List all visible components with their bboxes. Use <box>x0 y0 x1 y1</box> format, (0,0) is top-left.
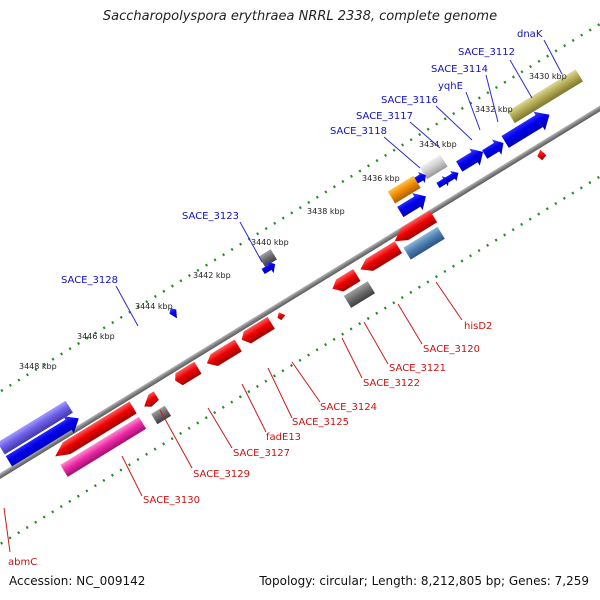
gene-label-sace3117[interactable]: SACE_3117 <box>356 111 413 122</box>
leader-line <box>543 39 563 75</box>
tick-label: 3440 kbp <box>251 238 289 247</box>
map-title: Saccharopolyspora erythraea NRRL 2338, c… <box>102 9 498 24</box>
gene-sace3119b-feature[interactable] <box>413 169 429 186</box>
gene-labels-top: dnaK SACE_3112 SACE_3114 yqhE SACE_3116 … <box>61 29 543 286</box>
gene-label-sace3121[interactable]: SACE_3121 <box>389 363 446 374</box>
leader-line <box>239 221 263 263</box>
gene-label-sace3127[interactable]: SACE_3127 <box>233 448 290 459</box>
leader-line <box>291 361 321 403</box>
gene-label-fade13[interactable]: fadE13 <box>266 432 301 443</box>
gene-sace3118-feature[interactable] <box>387 175 421 204</box>
gene-sace3129-feature[interactable] <box>140 391 160 410</box>
gene-sace3112-feature[interactable] <box>499 105 555 151</box>
gene-fade13-feature[interactable] <box>239 316 275 347</box>
leader-line <box>383 136 421 169</box>
genome-backbone <box>0 58 600 502</box>
gene-sace3116-feature[interactable] <box>435 174 452 191</box>
gene-labels-bottom: hisD2 SACE_3120 SACE_3121 SACE_3122 SACE… <box>8 321 492 568</box>
gene-label-sace3124[interactable]: SACE_3124 <box>320 402 377 413</box>
gene-sace3125-feature[interactable] <box>275 310 286 321</box>
gene-sace3111-feature[interactable] <box>480 135 508 162</box>
gene-label-sace3123[interactable]: SACE_3123 <box>182 211 239 222</box>
leader-line <box>509 59 533 99</box>
leader-line <box>435 281 463 321</box>
leader-line <box>207 407 233 449</box>
outer-scale-line <box>0 0 600 440</box>
tick-label: 3436 kbp <box>362 174 400 183</box>
gene-sace3129b-feature[interactable] <box>151 405 172 425</box>
gene-sace3122-feature[interactable] <box>343 281 376 308</box>
gene-label-sace3128[interactable]: SACE_3128 <box>61 275 118 286</box>
gene-sace3131-feature[interactable] <box>0 400 73 455</box>
gene-label-sace3129[interactable]: SACE_3129 <box>193 469 250 480</box>
topology-text: Topology: circular; Length: 8,212,805 bp… <box>259 574 589 588</box>
gene-sace3130-feature[interactable] <box>60 416 147 477</box>
gene-dnak-feature[interactable] <box>507 69 583 124</box>
leader-lines-bottom <box>3 281 463 553</box>
accession-text: Accession: NC_009142 <box>9 574 146 588</box>
leader-line <box>115 285 139 327</box>
gene-label-sace3112[interactable]: SACE_3112 <box>458 47 515 58</box>
gene-label-sace3114[interactable]: SACE_3114 <box>431 64 488 75</box>
tick-label: 3442 kbp <box>193 271 231 280</box>
gene-sace3123b-feature[interactable] <box>259 258 278 277</box>
gene-sace3127-feature[interactable] <box>204 339 242 370</box>
gene-label-sace3118[interactable]: SACE_3118 <box>330 126 387 137</box>
leader-line <box>241 383 267 433</box>
leader-line <box>363 321 389 365</box>
gene-label-sace3130[interactable]: SACE_3130 <box>143 495 200 506</box>
gene-label-hisd2[interactable]: hisD2 <box>464 321 492 332</box>
tick-label: 3446 kbp <box>77 332 115 341</box>
leader-line <box>485 74 499 123</box>
inner-scale-line <box>0 108 600 550</box>
tick-label: 3448 kbp <box>19 362 57 371</box>
tick-label: 3434 kbp <box>419 140 457 149</box>
leader-line <box>121 455 143 497</box>
gene-label-sace3122[interactable]: SACE_3122 <box>363 378 420 389</box>
tick-label: 3430 kbp <box>529 72 567 81</box>
gene-label-dnak[interactable]: dnaK <box>517 29 543 40</box>
gene-label-sace3125[interactable]: SACE_3125 <box>292 417 349 428</box>
gene-sace3124-feature[interactable] <box>329 269 361 296</box>
gene-label-abmc[interactable]: abmC <box>8 557 37 568</box>
gene-sace3128b-feature[interactable] <box>51 401 137 461</box>
gene-sace3126-feature[interactable] <box>172 361 202 388</box>
gene-sace3117-feature[interactable] <box>419 154 448 180</box>
gene-label-yqhe[interactable]: yqhE <box>438 81 463 92</box>
tick-label: 3444 kbp <box>135 302 173 311</box>
backbone-frame <box>0 0 600 550</box>
gene-sace3110-feature[interactable] <box>535 149 547 162</box>
gene-sace3132-feature[interactable] <box>4 410 84 470</box>
gene-label-sace3120[interactable]: SACE_3120 <box>423 344 480 355</box>
leader-line <box>159 409 193 469</box>
leader-line <box>397 303 423 345</box>
leader-line <box>465 91 481 131</box>
gene-sace3119-feature[interactable] <box>395 188 431 221</box>
gene-sace3121-feature[interactable] <box>357 241 403 276</box>
leader-lines-top <box>115 39 563 327</box>
leader-line <box>409 121 441 149</box>
leader-line <box>3 507 11 553</box>
gene-sace3128-feature[interactable] <box>167 306 180 320</box>
gene-label-sace3116[interactable]: SACE_3116 <box>381 95 438 106</box>
leader-line <box>341 337 363 379</box>
leader-line <box>267 367 293 419</box>
gene-sace3120-feature[interactable] <box>391 210 438 246</box>
gene-hisd2-feature[interactable] <box>403 226 445 260</box>
leader-line <box>435 105 473 141</box>
gene-sace3123-feature[interactable] <box>258 249 277 267</box>
tick-label: 3432 kbp <box>475 105 513 114</box>
tick-label: 3438 kbp <box>307 207 345 216</box>
gene-sace3114-feature[interactable] <box>454 143 488 175</box>
tick-labels: 3430 kbp 3432 kbp 3434 kbp 3436 kbp 3438… <box>19 72 567 371</box>
